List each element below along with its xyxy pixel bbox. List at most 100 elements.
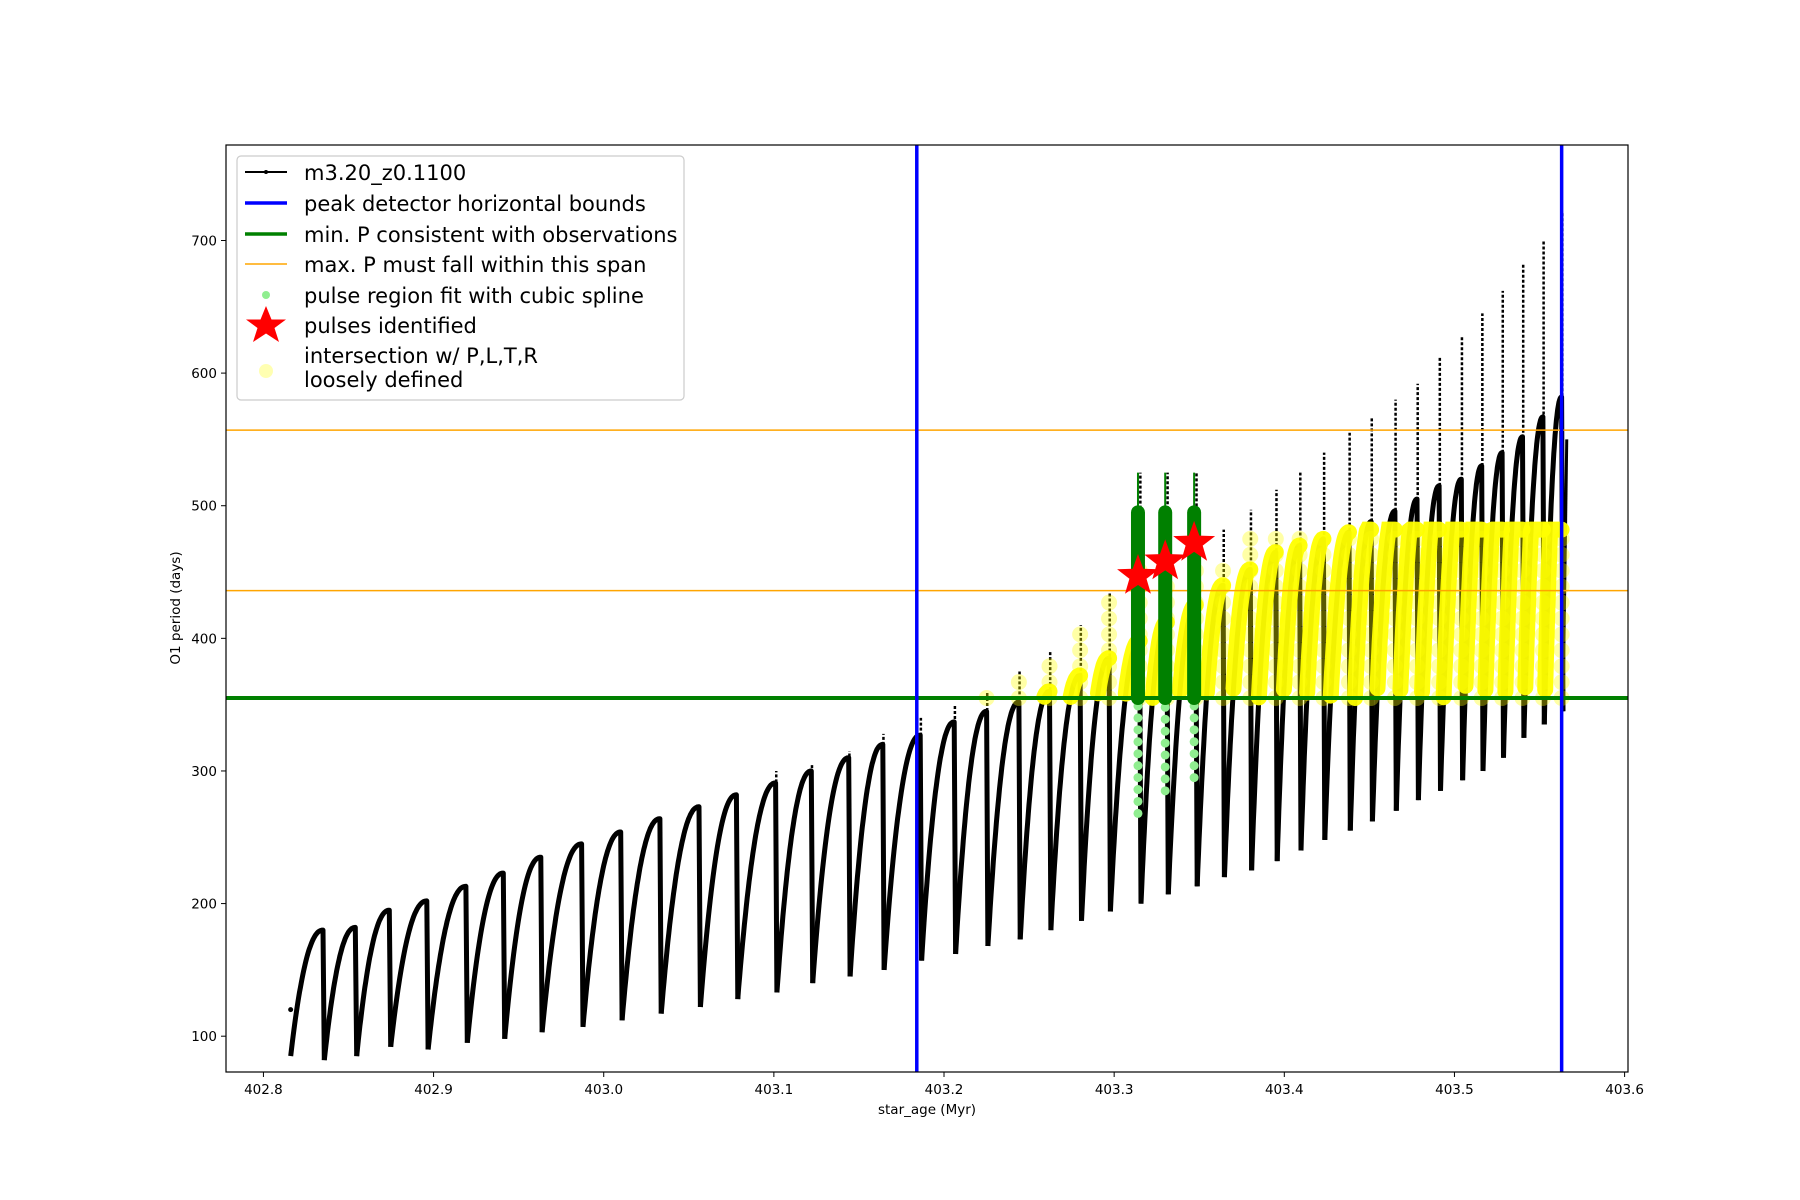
- intersection-point: [1242, 546, 1259, 563]
- spline-point: [1189, 761, 1199, 771]
- intersection-region: [1497, 521, 1531, 700]
- spline-point: [1160, 714, 1170, 724]
- track-cycle: [354, 907, 394, 1057]
- intersection-point: [1242, 562, 1259, 579]
- identified-pulse-star: [1144, 539, 1187, 580]
- spline-point: [1133, 749, 1143, 759]
- track-cycle: [810, 755, 853, 984]
- track-cycle: [464, 870, 508, 1044]
- spline-point: [1133, 725, 1143, 735]
- legend-label: max. P must fall within this span: [304, 253, 646, 277]
- intersection-point: [1242, 626, 1259, 643]
- track-cycle: [919, 719, 959, 961]
- spline-point: [1160, 726, 1170, 736]
- intersection-point: [1072, 626, 1089, 643]
- x-tick-label: 403.4: [1265, 1082, 1304, 1098]
- identified-pulse-star: [1117, 554, 1159, 594]
- intersection-point: [1315, 530, 1332, 547]
- intersection-point: [1101, 674, 1118, 691]
- x-tick-label: 403.5: [1435, 1082, 1474, 1098]
- intersection-point: [1101, 642, 1118, 659]
- spline-point: [1133, 796, 1143, 806]
- track-cycle: [321, 924, 360, 1061]
- track-cycle: [953, 708, 991, 955]
- intersection-region: [1414, 521, 1448, 700]
- intersection-region: [1392, 521, 1425, 698]
- intersection-point: [1215, 594, 1232, 611]
- plot-area: [226, 145, 1628, 1072]
- intersection-region: [1477, 521, 1511, 698]
- intersection-point: [1386, 546, 1403, 563]
- spline-point: [1189, 737, 1199, 747]
- track-cycle: [619, 816, 664, 1021]
- intersection-point: [1242, 594, 1259, 611]
- x-tick-label: 403.2: [925, 1082, 964, 1098]
- intersection-region: [1225, 561, 1259, 697]
- intersection-point: [1101, 658, 1118, 675]
- spline-point: [1133, 785, 1143, 795]
- track-cycle: [735, 780, 780, 1000]
- track-cycle: [697, 792, 741, 1008]
- legend-label: loosely defined: [304, 368, 463, 392]
- star-icon: [246, 306, 286, 342]
- intersection-region: [1036, 683, 1058, 705]
- spline-point: [1189, 749, 1199, 759]
- y-tick-label: 300: [191, 764, 217, 780]
- track-cycle: [881, 732, 925, 971]
- intersection-point: [1072, 658, 1089, 675]
- x-tick-label: 402.8: [244, 1082, 283, 1098]
- intersection-point: [1215, 610, 1232, 627]
- track-cycle: [539, 841, 586, 1033]
- intersection-region: [1322, 524, 1357, 704]
- track-cycle: [288, 927, 327, 1061]
- intersection-region: [1090, 650, 1118, 702]
- intersection-region: [1062, 667, 1089, 705]
- axis-ticks: 402.8 402.9 403.0 403.1 403.2 403.3 403.4 403.5…: [191, 233, 1644, 1098]
- intersection-point: [1291, 546, 1308, 563]
- x-tick-label: 403.6: [1605, 1082, 1644, 1098]
- intersection-point: [1072, 642, 1089, 659]
- intersection-point: [1291, 530, 1308, 547]
- intersection-point: [1315, 578, 1332, 595]
- track-cycle: [847, 741, 887, 977]
- legend-entry-track: m3.20_z0.1100: [245, 161, 466, 186]
- intersection-point: [1267, 562, 1284, 579]
- y-tick-label: 600: [191, 366, 217, 382]
- intersection-point: [1363, 546, 1380, 563]
- x-tick-label: 402.9: [414, 1082, 453, 1098]
- intersection-region: [1457, 521, 1490, 694]
- intersection-point: [1072, 674, 1089, 691]
- intersection-region: [1250, 544, 1284, 706]
- y-tick-label: 700: [191, 233, 217, 249]
- intersection-point: [1386, 530, 1403, 547]
- intersection-point: [1101, 594, 1118, 611]
- legend-box: [236, 155, 685, 401]
- intersection-point: [1215, 562, 1232, 579]
- legend-entry-bounds: peak detector horizontal bounds: [245, 192, 646, 216]
- track-cycle: [580, 829, 625, 1028]
- spline-point: [1133, 773, 1143, 783]
- spline-point: [1160, 786, 1170, 796]
- intersection-point: [1291, 562, 1308, 579]
- legend-label: peak detector horizontal bounds: [304, 192, 646, 216]
- intersection-region: [1299, 530, 1332, 701]
- intersection-region: [1517, 521, 1551, 696]
- intersection-point: [1340, 562, 1357, 579]
- legend-label: intersection w/ P,L,T,R: [304, 344, 538, 368]
- spline-point: [1133, 713, 1143, 723]
- intersection-point: [1291, 594, 1308, 611]
- y-tick-label: 200: [191, 897, 217, 913]
- spline-point: [1160, 702, 1170, 712]
- y-axis-label: O1 period (days): [168, 551, 184, 664]
- intersection-point: [1267, 546, 1284, 563]
- intersection-point: [1101, 626, 1118, 643]
- track-cycle: [658, 804, 703, 1014]
- intersection-region: [1275, 537, 1308, 698]
- legend-entry-intersection: intersection w/ P,L,T,R loosely defined: [259, 344, 538, 392]
- track-point: [288, 1007, 294, 1013]
- spline-point: [1189, 773, 1199, 783]
- intersection-point: [1363, 530, 1380, 547]
- spline-point: [1189, 713, 1199, 723]
- track-cycle: [388, 898, 431, 1050]
